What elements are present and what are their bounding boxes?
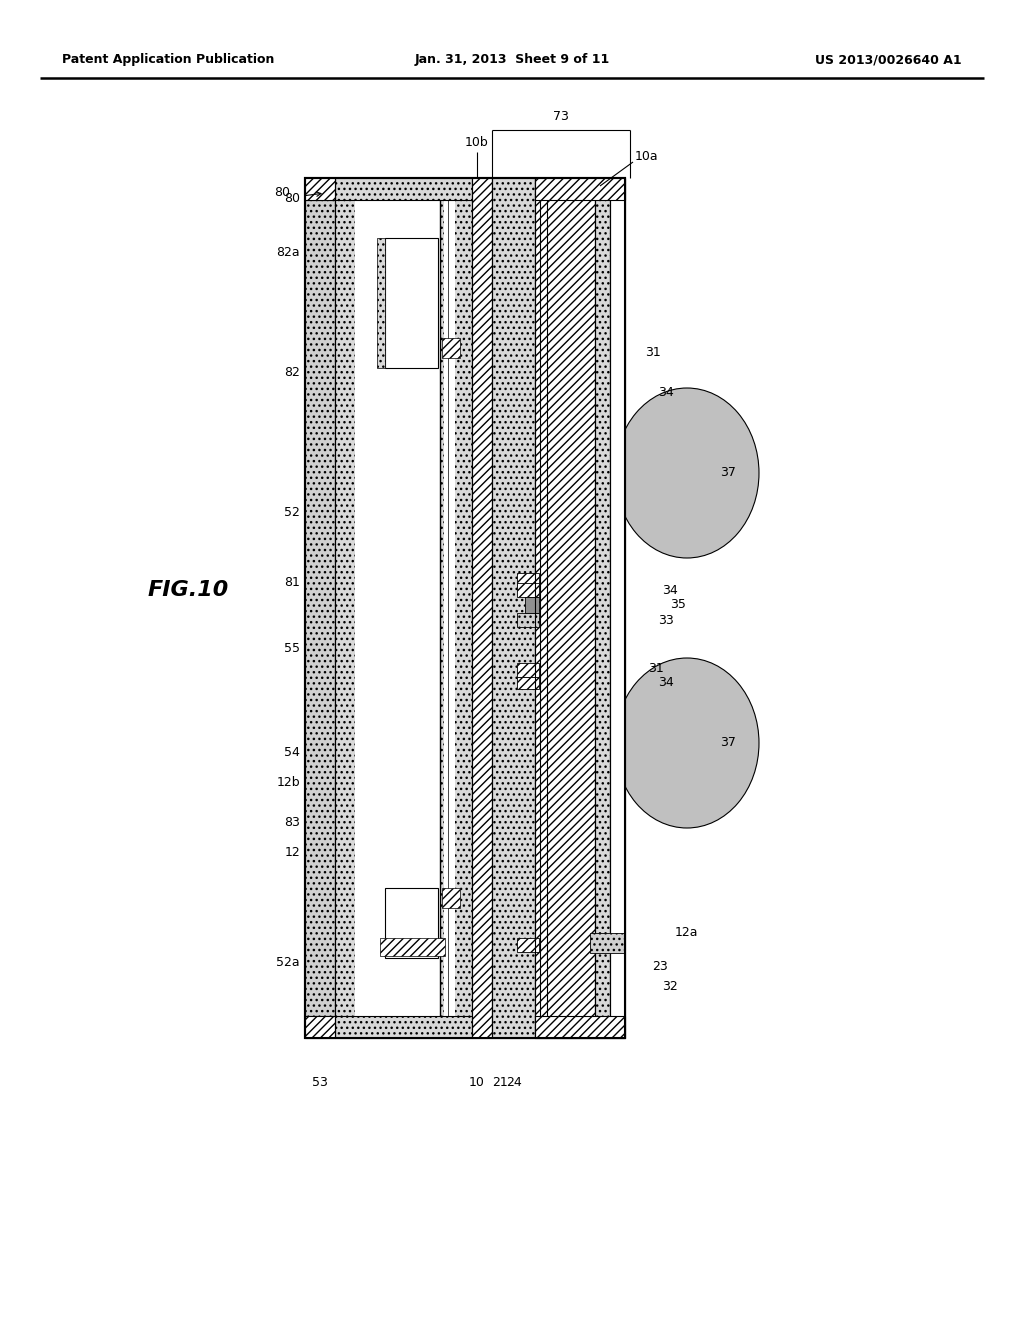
- Bar: [385, 238, 438, 368]
- Text: 12: 12: [285, 846, 300, 859]
- Text: Jan. 31, 2013  Sheet 9 of 11: Jan. 31, 2013 Sheet 9 of 11: [415, 54, 609, 66]
- Text: 34: 34: [658, 676, 674, 689]
- Text: 31: 31: [648, 661, 664, 675]
- Text: 82a: 82a: [276, 247, 300, 260]
- Bar: [517, 677, 539, 689]
- Bar: [305, 1016, 335, 1038]
- Text: 37: 37: [720, 737, 736, 750]
- Text: 34: 34: [662, 583, 678, 597]
- Bar: [517, 612, 539, 627]
- Bar: [517, 939, 539, 952]
- Text: 33: 33: [658, 615, 674, 627]
- Bar: [517, 583, 539, 597]
- Text: 32: 32: [662, 979, 678, 993]
- Bar: [305, 178, 335, 201]
- Bar: [377, 238, 385, 368]
- Text: Patent Application Publication: Patent Application Publication: [62, 54, 274, 66]
- Text: 83: 83: [284, 817, 300, 829]
- Bar: [335, 178, 472, 1038]
- Text: 80: 80: [284, 191, 300, 205]
- Bar: [492, 178, 535, 1038]
- Text: US 2013/0026640 A1: US 2013/0026640 A1: [815, 54, 962, 66]
- Bar: [440, 201, 444, 1016]
- Bar: [444, 201, 449, 1016]
- Text: FIG.10: FIG.10: [148, 579, 229, 601]
- Text: 55: 55: [284, 642, 300, 655]
- Bar: [305, 201, 335, 1016]
- Text: 10: 10: [469, 1076, 485, 1089]
- Bar: [385, 888, 438, 958]
- Text: 82: 82: [284, 367, 300, 380]
- Text: 34: 34: [658, 387, 674, 400]
- Bar: [610, 178, 625, 1038]
- Text: 37: 37: [720, 466, 736, 479]
- Text: 52: 52: [284, 507, 300, 520]
- Bar: [472, 178, 492, 1038]
- Bar: [442, 338, 460, 358]
- Bar: [305, 178, 625, 1038]
- Text: 21: 21: [493, 1076, 508, 1089]
- Bar: [380, 939, 445, 956]
- Bar: [590, 933, 625, 953]
- Bar: [595, 178, 610, 1038]
- Text: 54: 54: [284, 747, 300, 759]
- Text: 24: 24: [506, 1076, 522, 1089]
- Text: 73: 73: [553, 110, 569, 123]
- Text: 80: 80: [274, 186, 290, 199]
- Text: 12a: 12a: [675, 927, 698, 940]
- Bar: [535, 1016, 625, 1038]
- Text: 81: 81: [284, 577, 300, 590]
- Text: 35: 35: [670, 598, 686, 611]
- Bar: [442, 888, 460, 908]
- Text: 12b: 12b: [276, 776, 300, 789]
- Text: 52a: 52a: [276, 957, 300, 969]
- Bar: [305, 178, 625, 1038]
- Text: 53: 53: [312, 1076, 328, 1089]
- Bar: [517, 573, 539, 589]
- Bar: [535, 178, 595, 1038]
- Bar: [525, 597, 539, 612]
- Bar: [535, 178, 625, 201]
- Text: 10b: 10b: [465, 136, 488, 149]
- Text: 23: 23: [652, 960, 668, 973]
- Ellipse shape: [615, 657, 759, 828]
- Ellipse shape: [615, 388, 759, 558]
- Text: 31: 31: [645, 346, 660, 359]
- Bar: [355, 201, 455, 1016]
- Text: 10a: 10a: [635, 149, 658, 162]
- Bar: [517, 663, 539, 677]
